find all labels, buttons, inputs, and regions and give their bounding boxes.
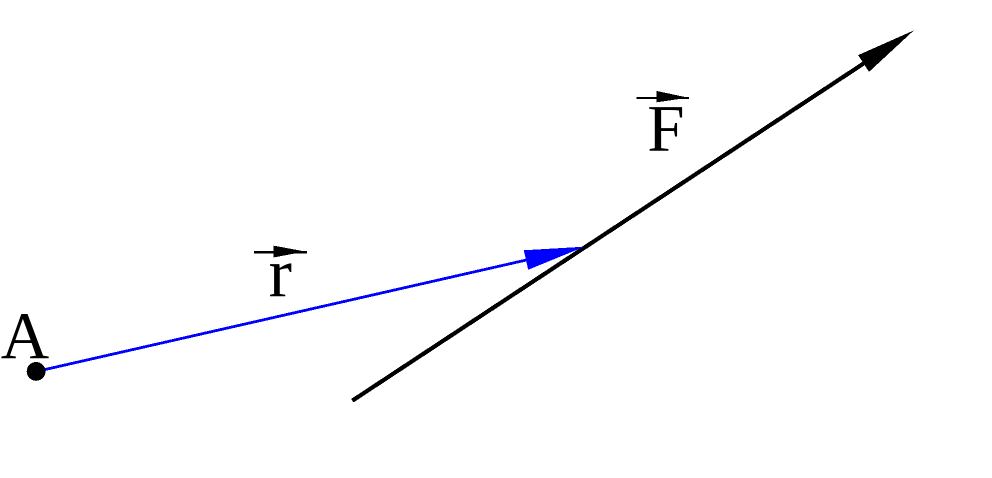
svg-text:A: A [1, 299, 49, 373]
svg-text:F: F [647, 92, 684, 166]
